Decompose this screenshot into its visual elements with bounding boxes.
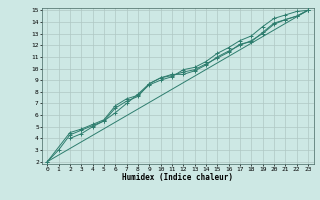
X-axis label: Humidex (Indice chaleur): Humidex (Indice chaleur) bbox=[122, 173, 233, 182]
